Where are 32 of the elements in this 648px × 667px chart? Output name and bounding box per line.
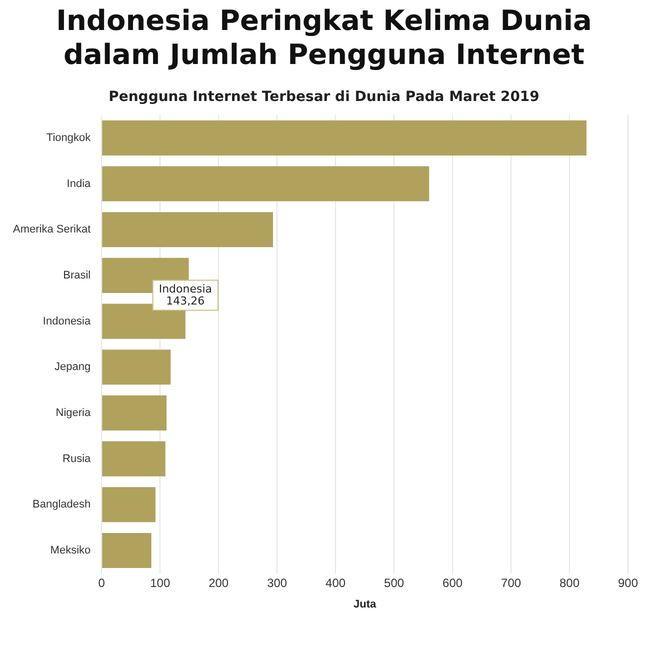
x-tick-label: 800 — [560, 576, 580, 590]
y-tick-label: Nigeria — [56, 407, 92, 420]
x-tick-label: 100 — [150, 576, 170, 590]
bar — [102, 441, 166, 477]
y-tick-label: Brasil — [63, 270, 91, 282]
y-tick-label: India — [66, 178, 92, 190]
annotation: Indonesia 143,26 — [158, 282, 212, 308]
bar — [102, 212, 273, 248]
bar — [102, 350, 171, 385]
y-tick-label: Tiongkok — [46, 132, 92, 144]
x-tick-label: 900 — [618, 576, 638, 590]
y-tick-label: Jepang — [54, 361, 91, 374]
bar — [102, 533, 152, 568]
x-tick-label: 600 — [442, 576, 463, 590]
y-tick-label: Rusia — [62, 453, 92, 466]
y-tick-label: Bangladesh — [32, 498, 91, 511]
bar — [102, 487, 156, 522]
chart-subtitle: Pengguna Internet Terbesar di Dunia Pada Maret 2019 — [108, 89, 540, 106]
y-tick-label: Meksiko — [50, 544, 91, 557]
chart-title: Indonesia Peringkat Kelima Dunia dalam Jumlah Pengguna Internet — [55, 4, 593, 72]
x-axis-title: Juta — [354, 598, 378, 611]
x-tick-label: 500 — [384, 576, 404, 590]
x-tick-label: 400 — [326, 576, 346, 590]
x-tick-label: 200 — [208, 576, 229, 590]
bar — [102, 120, 586, 156]
x-tick-label: 700 — [501, 576, 522, 590]
y-tick-label: Indonesia — [42, 316, 92, 328]
bar — [102, 396, 167, 431]
x-tick-label: 0 — [98, 576, 106, 590]
bar — [102, 166, 430, 202]
y-tick-label: Amerika Serikat — [12, 224, 91, 236]
x-tick-label: 300 — [267, 576, 288, 590]
